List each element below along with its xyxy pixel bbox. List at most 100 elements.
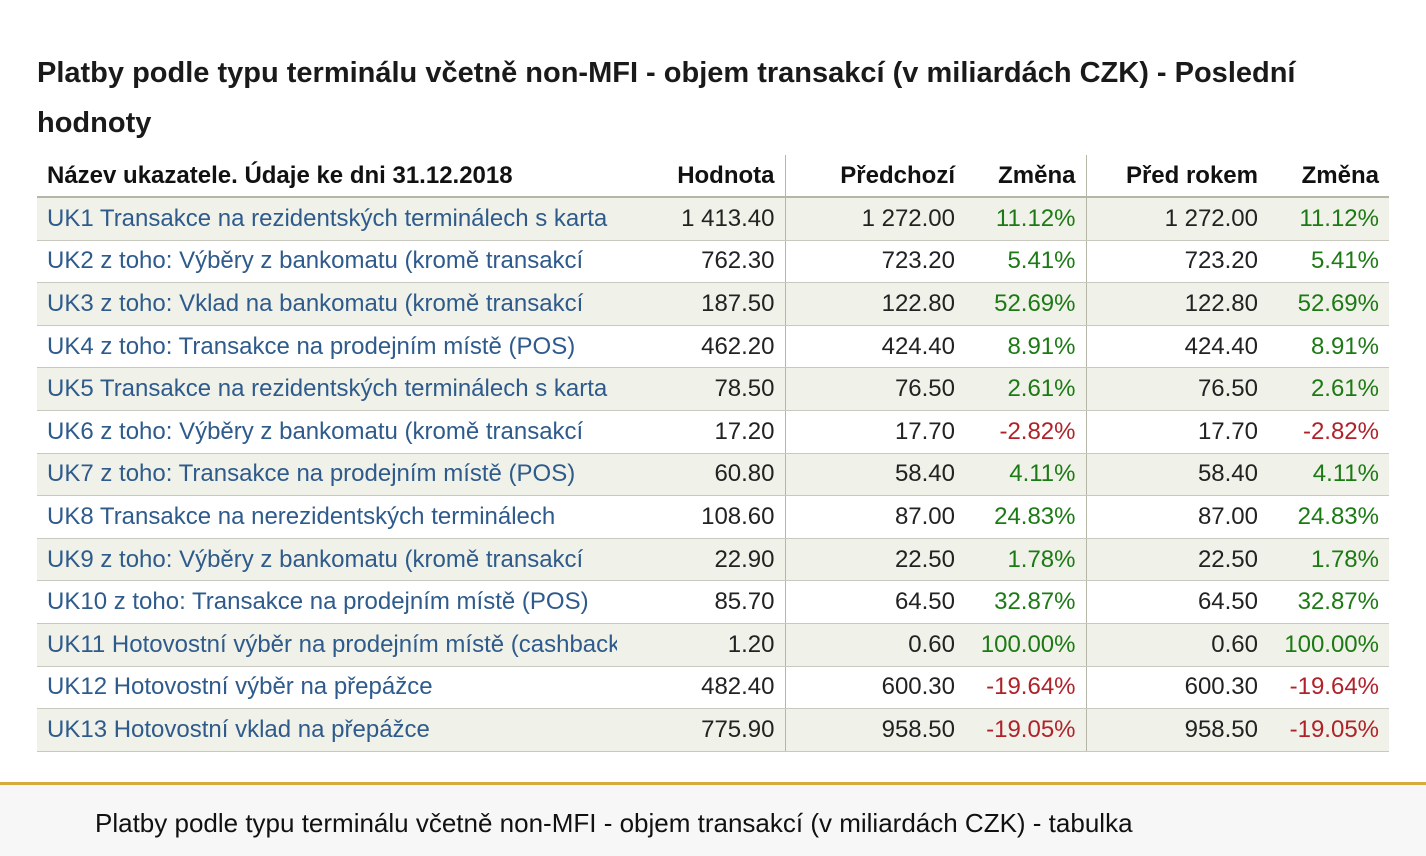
year-ago-cell: 0.60: [1085, 623, 1268, 667]
value-cell: 22.90: [617, 538, 785, 582]
change-cell: -19.05%: [965, 708, 1086, 752]
previous-cell: 600.30: [784, 666, 965, 710]
year-ago-cell: 22.50: [1085, 538, 1268, 582]
column-header-year-ago[interactable]: Před rokem: [1085, 155, 1268, 198]
previous-cell: 87.00: [784, 495, 965, 539]
table-row: UK4 z toho: Transakce na prodejním místě…: [37, 325, 1389, 369]
indicator-name: UK11 Hotovostní výběr na prodejním místě…: [37, 623, 617, 667]
indicator-name: UK10 z toho: Transakce na prodejním míst…: [37, 580, 617, 624]
year-ago-cell: 958.50: [1085, 708, 1268, 752]
value-cell: 187.50: [617, 282, 785, 326]
change-cell: -2.82%: [965, 410, 1086, 454]
value-cell: 1 413.40: [617, 197, 785, 241]
table-row: UK11 Hotovostní výběr na prodejním místě…: [37, 623, 1389, 667]
year-ago-cell: 424.40: [1085, 325, 1268, 369]
indicator-link[interactable]: UK5 Transakce na rezidentských terminále…: [47, 375, 608, 403]
table-row: UK10 z toho: Transakce na prodejním míst…: [37, 580, 1389, 624]
value-cell: 1.20: [617, 623, 785, 667]
year-ago-cell: 600.30: [1085, 666, 1268, 710]
table-row: UK6 z toho: Výběry z bankomatu (kromě tr…: [37, 410, 1389, 454]
change-cell: 2.61%: [965, 367, 1086, 411]
indicator-name: UK8 Transakce na nerezidentských terminá…: [37, 495, 617, 539]
change-cell: -19.64%: [965, 666, 1086, 710]
year-ago-cell: 723.20: [1085, 240, 1268, 284]
table-row: UK8 Transakce na nerezidentských terminá…: [37, 495, 1389, 539]
previous-cell: 64.50: [784, 580, 965, 624]
change-year-cell: -2.82%: [1268, 410, 1389, 454]
indicator-link[interactable]: UK10 z toho: Transakce na prodejním míst…: [47, 588, 589, 616]
value-cell: 85.70: [617, 580, 785, 624]
change-cell: 32.87%: [965, 580, 1086, 624]
value-cell: 775.90: [617, 708, 785, 752]
column-header-value[interactable]: Hodnota: [617, 155, 785, 198]
column-header-change[interactable]: Změna: [965, 155, 1086, 198]
value-cell: 78.50: [617, 367, 785, 411]
previous-cell: 1 272.00: [784, 197, 965, 241]
change-year-cell: 100.00%: [1268, 623, 1389, 667]
year-ago-cell: 17.70: [1085, 410, 1268, 454]
indicator-link[interactable]: UK7 z toho: Transakce na prodejním místě…: [47, 460, 576, 488]
indicator-name: UK13 Hotovostní vklad na přepážce: [37, 708, 617, 752]
previous-cell: 723.20: [784, 240, 965, 284]
change-cell: 5.41%: [965, 240, 1086, 284]
change-cell: 24.83%: [965, 495, 1086, 539]
previous-cell: 58.40: [784, 453, 965, 497]
change-cell: 1.78%: [965, 538, 1086, 582]
column-header-name[interactable]: Název ukazatele. Údaje ke dni 31.12.2018: [37, 155, 617, 198]
change-year-cell: -19.64%: [1268, 666, 1389, 710]
year-ago-cell: 64.50: [1085, 580, 1268, 624]
change-year-cell: 1.78%: [1268, 538, 1389, 582]
indicator-link[interactable]: UK12 Hotovostní výběr na přepážce: [47, 673, 433, 701]
change-year-cell: 5.41%: [1268, 240, 1389, 284]
table-caption: Platby podle typu terminálu včetně non-M…: [95, 808, 1133, 838]
indicator-name: UK9 z toho: Výběry z bankomatu (kromě tr…: [37, 538, 617, 582]
indicator-link[interactable]: UK8 Transakce na nerezidentských terminá…: [47, 502, 556, 530]
year-ago-cell: 87.00: [1085, 495, 1268, 539]
change-year-cell: 24.83%: [1268, 495, 1389, 539]
indicator-link[interactable]: UK9 z toho: Výběry z bankomatu (kromě tr…: [47, 545, 584, 573]
table-row: UK1 Transakce na rezidentských terminále…: [37, 197, 1389, 241]
indicator-name: UK4 z toho: Transakce na prodejním místě…: [37, 325, 617, 369]
indicator-name: UK2 z toho: Výběry z bankomatu (kromě tr…: [37, 240, 617, 284]
table-row: UK3 z toho: Vklad na bankomatu (kromě tr…: [37, 282, 1389, 326]
year-ago-cell: 1 272.00: [1085, 197, 1268, 241]
previous-cell: 0.60: [784, 623, 965, 667]
indicator-table: Název ukazatele. Údaje ke dni 31.12.2018…: [37, 155, 1389, 752]
previous-cell: 76.50: [784, 367, 965, 411]
table-row: UK7 z toho: Transakce na prodejním místě…: [37, 453, 1389, 497]
change-year-cell: 32.87%: [1268, 580, 1389, 624]
year-ago-cell: 76.50: [1085, 367, 1268, 411]
change-cell: 52.69%: [965, 282, 1086, 326]
indicator-link[interactable]: UK11 Hotovostní výběr na prodejním místě…: [47, 630, 617, 658]
value-cell: 462.20: [617, 325, 785, 369]
indicator-name: UK6 z toho: Výběry z bankomatu (kromě tr…: [37, 410, 617, 454]
change-year-cell: 52.69%: [1268, 282, 1389, 326]
indicator-link[interactable]: UK6 z toho: Výběry z bankomatu (kromě tr…: [47, 417, 584, 445]
previous-cell: 17.70: [784, 410, 965, 454]
indicator-name: UK3 z toho: Vklad na bankomatu (kromě tr…: [37, 282, 617, 326]
change-year-cell: 11.12%: [1268, 197, 1389, 241]
column-header-previous[interactable]: Předchozí: [784, 155, 965, 198]
change-year-cell: 2.61%: [1268, 367, 1389, 411]
previous-cell: 22.50: [784, 538, 965, 582]
column-header-change-year[interactable]: Změna: [1268, 155, 1389, 198]
previous-cell: 424.40: [784, 325, 965, 369]
page-title: Platby podle typu terminálu včetně non-M…: [37, 57, 1296, 139]
indicator-link[interactable]: UK2 z toho: Výběry z bankomatu (kromě tr…: [47, 247, 584, 275]
value-cell: 60.80: [617, 453, 785, 497]
change-year-cell: -19.05%: [1268, 708, 1389, 752]
year-ago-cell: 58.40: [1085, 453, 1268, 497]
change-year-cell: 8.91%: [1268, 325, 1389, 369]
change-cell: 4.11%: [965, 453, 1086, 497]
table-row: UK13 Hotovostní vklad na přepážce 775.90 9…: [37, 708, 1389, 752]
previous-cell: 122.80: [784, 282, 965, 326]
indicator-name: UK7 z toho: Transakce na prodejním místě…: [37, 453, 617, 497]
footer-divider: [0, 782, 1426, 785]
indicator-link[interactable]: UK1 Transakce na rezidentských terminále…: [47, 204, 608, 232]
indicator-link[interactable]: UK3 z toho: Vklad na bankomatu (kromě tr…: [47, 289, 584, 317]
indicator-link[interactable]: UK4 z toho: Transakce na prodejním místě…: [47, 332, 576, 360]
year-ago-cell: 122.80: [1085, 282, 1268, 326]
indicator-link[interactable]: UK13 Hotovostní vklad na přepážce: [47, 715, 430, 743]
table-row: UK9 z toho: Výběry z bankomatu (kromě tr…: [37, 538, 1389, 582]
indicator-name: UK12 Hotovostní výběr na přepážce: [37, 666, 617, 710]
